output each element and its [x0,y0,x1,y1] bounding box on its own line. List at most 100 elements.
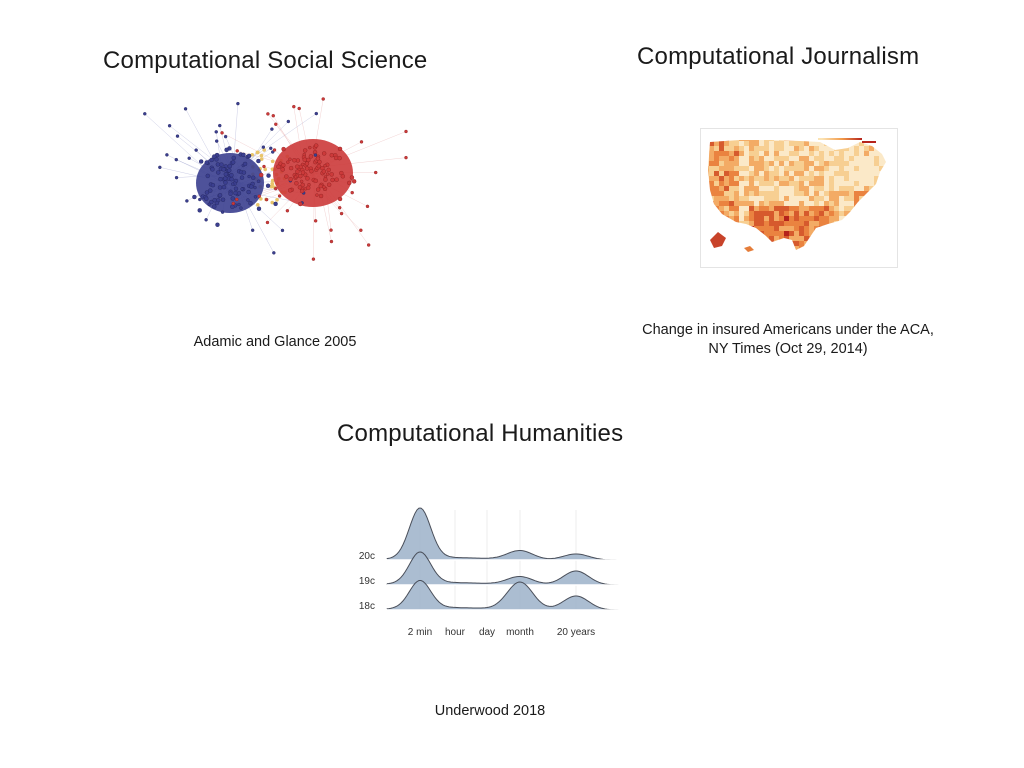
county-cell [784,151,790,157]
county-cell [794,236,800,242]
network-node [223,134,228,139]
county-cell [709,156,715,162]
county-cell [829,186,835,192]
county-cell [749,141,755,147]
county-cell [774,171,780,177]
county-cell [794,191,800,197]
county-cell [779,216,785,222]
county-cell [784,236,790,242]
county-cell [824,206,830,212]
network-node [317,159,322,165]
network-node [224,147,229,153]
network-node [287,188,293,193]
county-cell [779,211,785,217]
county-cell [854,166,860,172]
county-cell [729,176,735,182]
county-cell [854,186,860,192]
network-node [326,167,331,173]
network-node [256,179,261,184]
network-node [313,153,318,157]
county-cell [774,151,780,157]
county-cell [799,216,805,222]
county-cell [729,181,735,187]
county-cell [724,186,730,192]
network-node [281,162,286,168]
network-node [223,180,228,185]
county-cell [734,176,740,182]
county-cell [819,191,825,197]
county-cell [854,176,860,182]
county-cell [774,211,780,217]
county-cell [859,181,865,187]
county-cell [764,141,770,147]
network-node [229,173,234,178]
county-cell [794,171,800,177]
county-cell [744,191,750,197]
county-cell [874,161,880,167]
county-cell [799,186,805,192]
network-node [253,185,257,190]
network-node [349,175,355,180]
county-cell [859,186,865,192]
network-node [294,181,299,186]
county-cell [819,211,825,217]
county-cell [774,216,780,222]
county-cell [809,196,815,202]
network-node [302,152,306,157]
network-node [204,190,210,195]
network-node [240,187,244,191]
network-node [205,173,210,179]
county-cell [769,161,775,167]
county-cell [789,146,795,152]
county-cell [759,156,765,162]
county-cell [729,206,735,212]
county-cell [839,171,845,177]
county-cell [824,156,830,162]
network-node [247,174,251,179]
county-cell [794,201,800,207]
county-cell [754,196,760,202]
county-cell [809,211,815,217]
county-cell [839,191,845,197]
county-cell [804,156,810,162]
county-cell [749,186,755,192]
network-node [253,195,258,199]
network-node [337,146,343,152]
network-node [269,146,273,151]
county-cell [824,146,830,152]
county-cell [764,206,770,212]
county-cell [724,166,730,172]
county-cell [734,151,740,157]
network-node [217,193,223,198]
county-cell [779,191,785,197]
county-cell [744,156,750,162]
county-cell [874,171,880,177]
network-node [350,190,354,195]
humanities-caption: Underwood 2018 [434,703,546,719]
county-cell [744,166,750,172]
network-node [272,148,277,152]
county-cell [824,181,830,187]
county-cell [804,221,810,227]
network-node [306,185,311,190]
network-node [231,155,236,161]
network-node [266,173,271,178]
network-node [192,194,197,200]
county-cell [754,156,760,162]
county-cell [769,231,775,237]
network-node [228,191,233,196]
county-cell [794,146,800,152]
county-cell [754,140,760,142]
network-node [286,160,290,164]
network-node [175,134,180,138]
county-cell [799,236,805,242]
county-cell [799,221,805,227]
county-cell [779,201,785,207]
county-cell [749,156,755,162]
county-cell [799,181,805,187]
county-cell [744,141,750,147]
county-cell [779,166,785,172]
network-node [309,169,314,174]
county-cell [749,216,755,222]
county-cell [759,181,765,187]
